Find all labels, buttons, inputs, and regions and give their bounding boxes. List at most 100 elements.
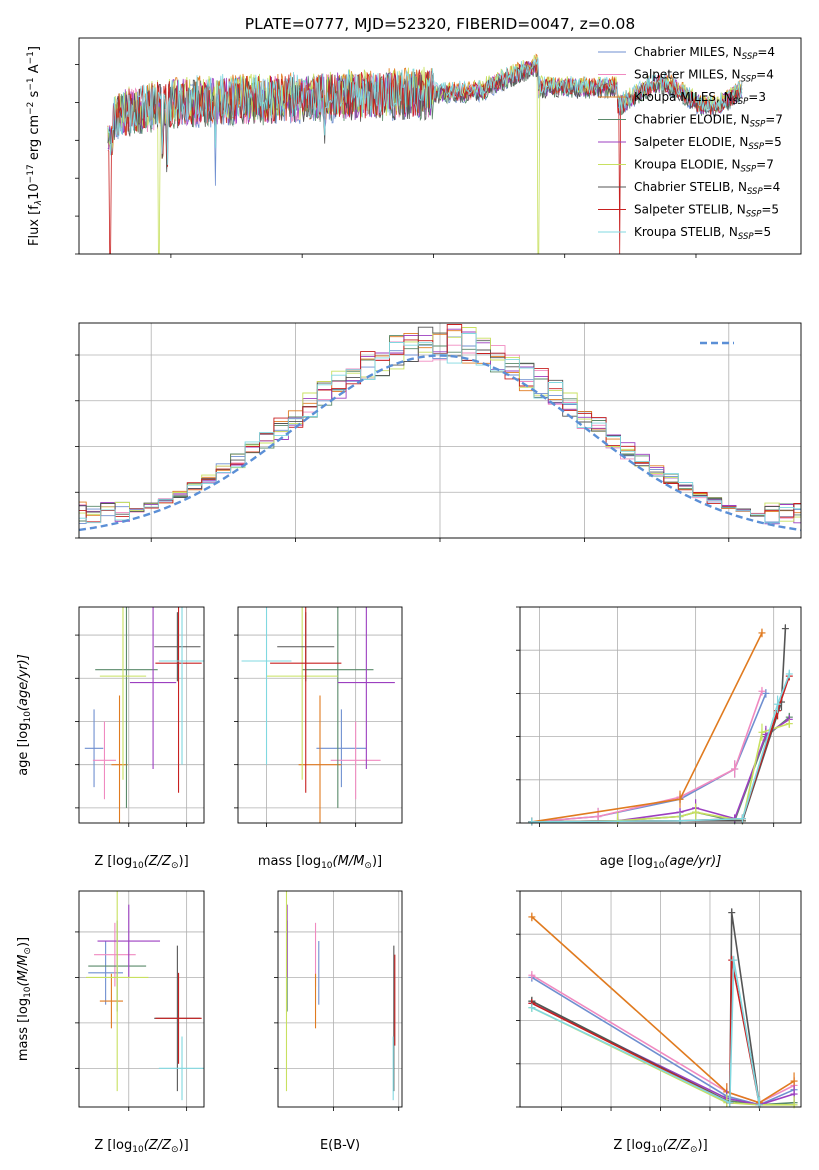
text-span: Chabrier MILES, N (634, 45, 742, 59)
panels: Flux [fλ10−17 erg cm−2 s−1 A−1] Chabrier … (16, 37, 802, 1155)
axes-frame (78, 606, 205, 824)
text-span: 10 (653, 861, 665, 871)
axes-frame (237, 606, 403, 824)
text-span: (Z/Z (144, 854, 172, 869)
residuals-panel (75, 322, 802, 542)
text-span: =5 (761, 203, 779, 217)
x-axis-label: Z [log10(Z/Z⊙)] (94, 854, 188, 871)
text-span: ⊙ (690, 1145, 698, 1155)
legend-entry: Kroupa ELODIE, NSSP=7 (634, 158, 774, 175)
text-span: Z [log (94, 854, 132, 869)
legend-entry: Chabrier MILES, NSSP=4 (634, 45, 775, 62)
spectrum-panel: Flux [fλ10−17 erg cm−2 s−1 A−1] Chabrier … (26, 37, 802, 258)
axes-frame (78, 37, 802, 255)
text-span: 10 (321, 861, 333, 871)
text-span: ⊙ (171, 1145, 179, 1155)
text-span: Z [log (613, 1138, 651, 1153)
weight-line (531, 976, 795, 1106)
text-span: =3 (748, 90, 766, 104)
text-span: 10 (23, 986, 33, 998)
axes-frame (78, 890, 205, 1108)
text-span: =5 (764, 135, 782, 149)
spectrum-line (107, 63, 743, 173)
text-span: Salpeter ELODIE, N (634, 135, 748, 149)
text-span: (M/M (16, 955, 31, 987)
text-span: 10 (651, 1145, 663, 1155)
text-span: A (27, 64, 42, 77)
text-span: =5 (754, 225, 772, 239)
text-span: SSP (742, 52, 758, 62)
legend-entry: Kroupa MILES, NSSP=3 (634, 90, 766, 107)
legend-entry: Salpeter ELODIE, NSSP=5 (634, 135, 782, 152)
text-span: Z [log (94, 1138, 132, 1153)
text-span: −17 (26, 164, 36, 183)
text-span: Kroupa MILES, N (634, 90, 733, 104)
text-span: Chabrier ELODIE, N (634, 113, 750, 127)
text-span: 10 (23, 711, 33, 723)
text-span: Chabrier STELIB, N (634, 180, 747, 194)
text-span: λ (34, 200, 44, 206)
text-span: =4 (756, 68, 774, 82)
age-vs-Z-panel: Z [log10(Z/Z⊙)]age [log10(age/yr)] (16, 606, 205, 871)
histogram-series (79, 333, 801, 524)
text-span: ⊙ (171, 861, 179, 871)
text-span: )] (179, 854, 189, 869)
mass-vs-Z-panel: Z [log10(Z/Z⊙)]mass [log10(M/M⊙)] (16, 890, 205, 1155)
text-span: Salpeter MILES, N (634, 68, 741, 82)
text-span: SSP (750, 120, 766, 130)
text-span: mass [log (16, 998, 31, 1061)
text-span: −1 (26, 51, 36, 64)
text-span: SSP (748, 142, 764, 152)
text-span: SSP (741, 165, 757, 175)
text-span: age [log (16, 723, 31, 776)
x-axis-label: Z [log10(Z/Z⊙)] (94, 1138, 188, 1155)
axes-frame (78, 322, 802, 539)
text-span: SSP (733, 97, 749, 107)
text-span: Kroupa ELODIE, N (634, 158, 741, 172)
legend-entry: Chabrier ELODIE, NSSP=7 (634, 113, 783, 130)
axes-frame (277, 890, 403, 1108)
text-span: SSP (738, 232, 754, 242)
mass-vs-ebv-panel: E(B-V) (274, 890, 403, 1153)
axes-frame (519, 606, 802, 824)
text-span: (age/yr)] (16, 654, 31, 711)
legend-entry: Kroupa STELIB, NSSP=5 (634, 225, 771, 242)
text-span: )] (372, 854, 382, 869)
text-span: 10 (27, 183, 42, 200)
text-span: ⊙ (364, 861, 372, 871)
massweight-vs-age-panel: age [log10(age/yr)] (516, 606, 802, 871)
spectrum-line (107, 57, 743, 165)
x-axis-label: Z [log10(Z/Z⊙)] (613, 1138, 707, 1155)
text-span: SSP (747, 187, 763, 197)
axes-frame (519, 890, 802, 1108)
text-span: 10 (132, 861, 144, 871)
x-axis-label: age [log10(age/yr)] (600, 854, 722, 871)
weight-line (531, 959, 761, 1105)
y-axis-label: age [log10(age/yr)] (16, 654, 33, 776)
text-span: =4 (763, 180, 781, 194)
text-span: (M/M (333, 854, 365, 869)
age-vs-mass-panel: mass [log10(M/M⊙)] (234, 606, 403, 871)
text-span: )] (16, 937, 31, 947)
text-span: erg cm (27, 115, 42, 164)
text-span: =7 (756, 158, 774, 172)
weight-line (531, 959, 761, 1105)
weight-line (531, 916, 795, 1104)
text-span: s (27, 90, 42, 101)
gaussian-reference-curve (79, 354, 801, 532)
text-span: SSP (746, 210, 762, 220)
spectrum-line (107, 59, 743, 254)
text-span: (Z/Z (144, 1138, 172, 1153)
text-span: =7 (765, 113, 783, 127)
text-span: mass [log (258, 854, 321, 869)
x-axis-label: mass [log10(M/M⊙)] (258, 854, 382, 871)
text-span: =4 (757, 45, 775, 59)
text-span: E(B-V) (320, 1138, 360, 1153)
y-axis-label: mass [log10(M/M⊙)] (16, 937, 33, 1061)
y-axis-label: Flux [fλ10−17 erg cm−2 s−1 A−1] (26, 46, 44, 246)
text-span: ] (27, 46, 42, 51)
text-span: SSP (741, 75, 757, 85)
text-span: age [log (600, 854, 653, 869)
